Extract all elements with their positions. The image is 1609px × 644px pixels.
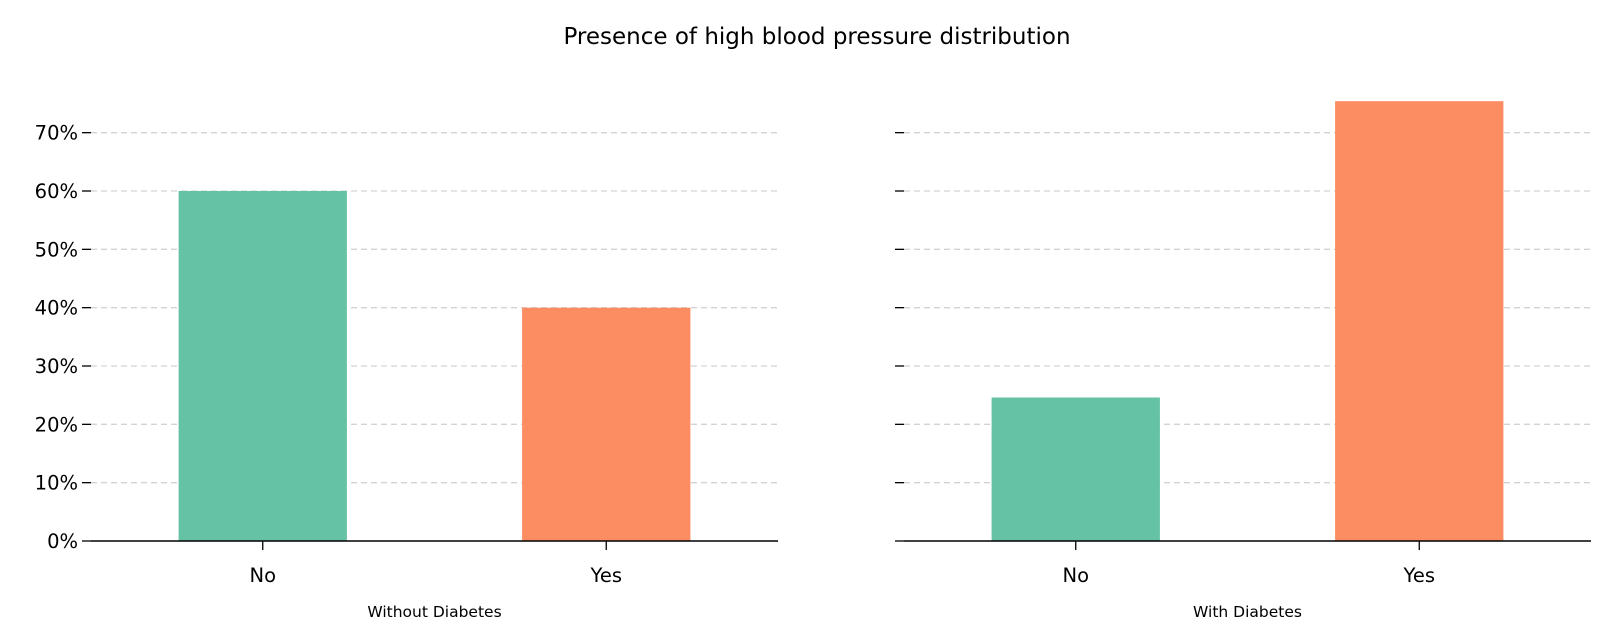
y-tick-label: 60% xyxy=(35,180,78,203)
x-tick-label: No xyxy=(1062,564,1089,587)
x-tick-label: No xyxy=(249,564,276,587)
bar-no xyxy=(178,191,347,541)
chart-panel-2: No Yes With Diabetes xyxy=(895,101,1591,621)
y-tick-label: 20% xyxy=(35,413,78,436)
chart-title: Presence of high blood pressure distribu… xyxy=(563,24,1070,50)
bar-yes xyxy=(1335,101,1504,542)
chart-panel-1: 0% 10% 20% 30% 40% 50% 60% 70% No Yes Without Diab… xyxy=(35,122,778,621)
x-axis-label: Without Diabetes xyxy=(367,603,501,621)
y-tick-label: 10% xyxy=(35,472,78,495)
y-tick-label: 50% xyxy=(35,238,78,261)
bar-no xyxy=(991,397,1160,541)
y-tick-label: 40% xyxy=(35,297,78,320)
y-tick-label: 30% xyxy=(35,355,78,378)
bar-yes xyxy=(522,307,691,541)
x-tick-label: Yes xyxy=(1403,564,1435,587)
x-tick-label: Yes xyxy=(590,564,622,587)
y-tick-label: 0% xyxy=(47,530,78,553)
x-axis-label: With Diabetes xyxy=(1193,603,1302,621)
y-tick-label: 70% xyxy=(35,122,78,145)
